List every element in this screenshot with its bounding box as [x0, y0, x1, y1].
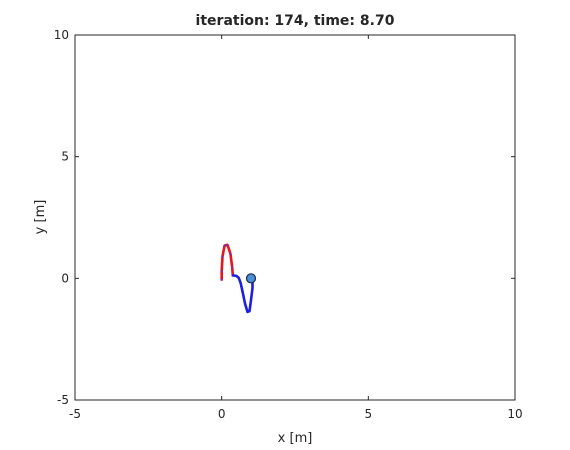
y-tick-label: 10 [54, 28, 69, 42]
x-tick-label: 0 [218, 407, 226, 421]
trajectory-series-0 [220, 243, 235, 281]
trajectory-point [229, 253, 232, 255]
trajectory-point [223, 244, 226, 247]
trajectory-point [220, 270, 223, 272]
trajectory-point [220, 278, 223, 281]
trajectory-point [226, 243, 229, 246]
y-tick-label: 5 [61, 150, 69, 164]
x-axis-label: x [m] [278, 431, 313, 446]
robot-marker [245, 273, 257, 284]
x-tick-label: 10 [507, 407, 522, 421]
trajectory-point [231, 266, 234, 269]
y-axis-label: y [m] [33, 200, 48, 235]
chart-title: iteration: 174, time: 8.70 [196, 13, 395, 29]
y-tick-label: 0 [61, 271, 69, 285]
x-tick-label: 5 [365, 407, 373, 421]
plot-area [74, 34, 516, 401]
trajectory-series-1 [231, 274, 254, 314]
trajectory-point [221, 255, 224, 258]
x-tick-label: -5 [69, 407, 81, 421]
y-tick-label: -5 [57, 393, 69, 407]
